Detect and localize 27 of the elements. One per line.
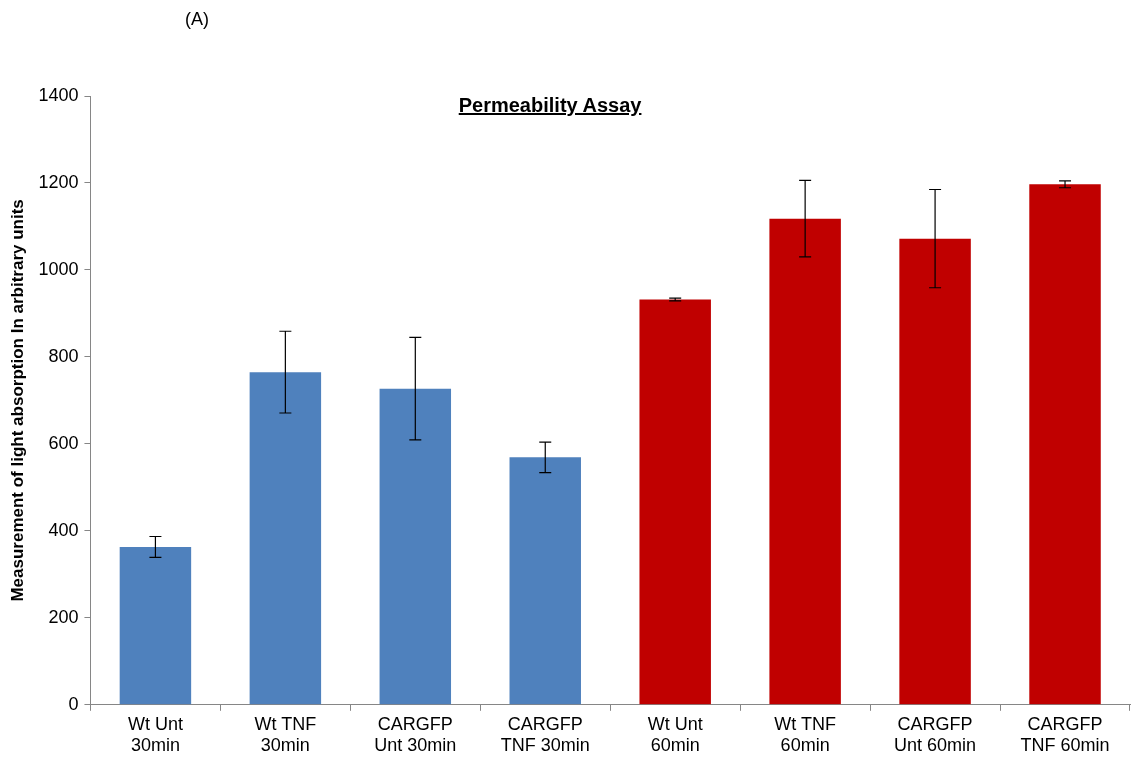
y-tick-label: 400 [48, 519, 79, 540]
y-tick-label: 800 [48, 345, 79, 366]
y-tick-label: 600 [48, 432, 79, 453]
bar [379, 388, 452, 705]
bar [899, 238, 971, 705]
x-tick-label: CARGFP Unt 30min [374, 713, 457, 756]
y-tick-label: 1200 [38, 171, 79, 192]
x-tick-label: Wt TNF 60min [774, 713, 836, 756]
x-tick-label: CARGFP Unt 60min [894, 713, 977, 756]
x-tick-label: Wt Unt 30min [127, 713, 183, 756]
y-tick-label: 200 [48, 606, 79, 627]
bar [769, 218, 841, 705]
bar [119, 546, 192, 705]
y-tick-label: 1400 [38, 84, 79, 105]
x-tick-label: Wt TNF 30min [254, 713, 317, 756]
chart-title: Permeability Assay [458, 94, 642, 117]
x-tick-label: Wt Unt 60min [647, 713, 703, 756]
y-tick-label: 0 [68, 693, 79, 714]
bar [509, 457, 581, 705]
x-tick-label: CARGFP TNF 60min [1020, 713, 1110, 756]
bar [639, 299, 711, 705]
y-tick-label: 1000 [38, 258, 79, 279]
y-axis-title: Measurement of light absorption In arbitrary units [7, 199, 27, 602]
x-tick-label: CARGFP TNF 30min [500, 713, 590, 756]
text: (A) [185, 8, 209, 29]
bar [249, 372, 322, 705]
bar [1029, 184, 1101, 705]
